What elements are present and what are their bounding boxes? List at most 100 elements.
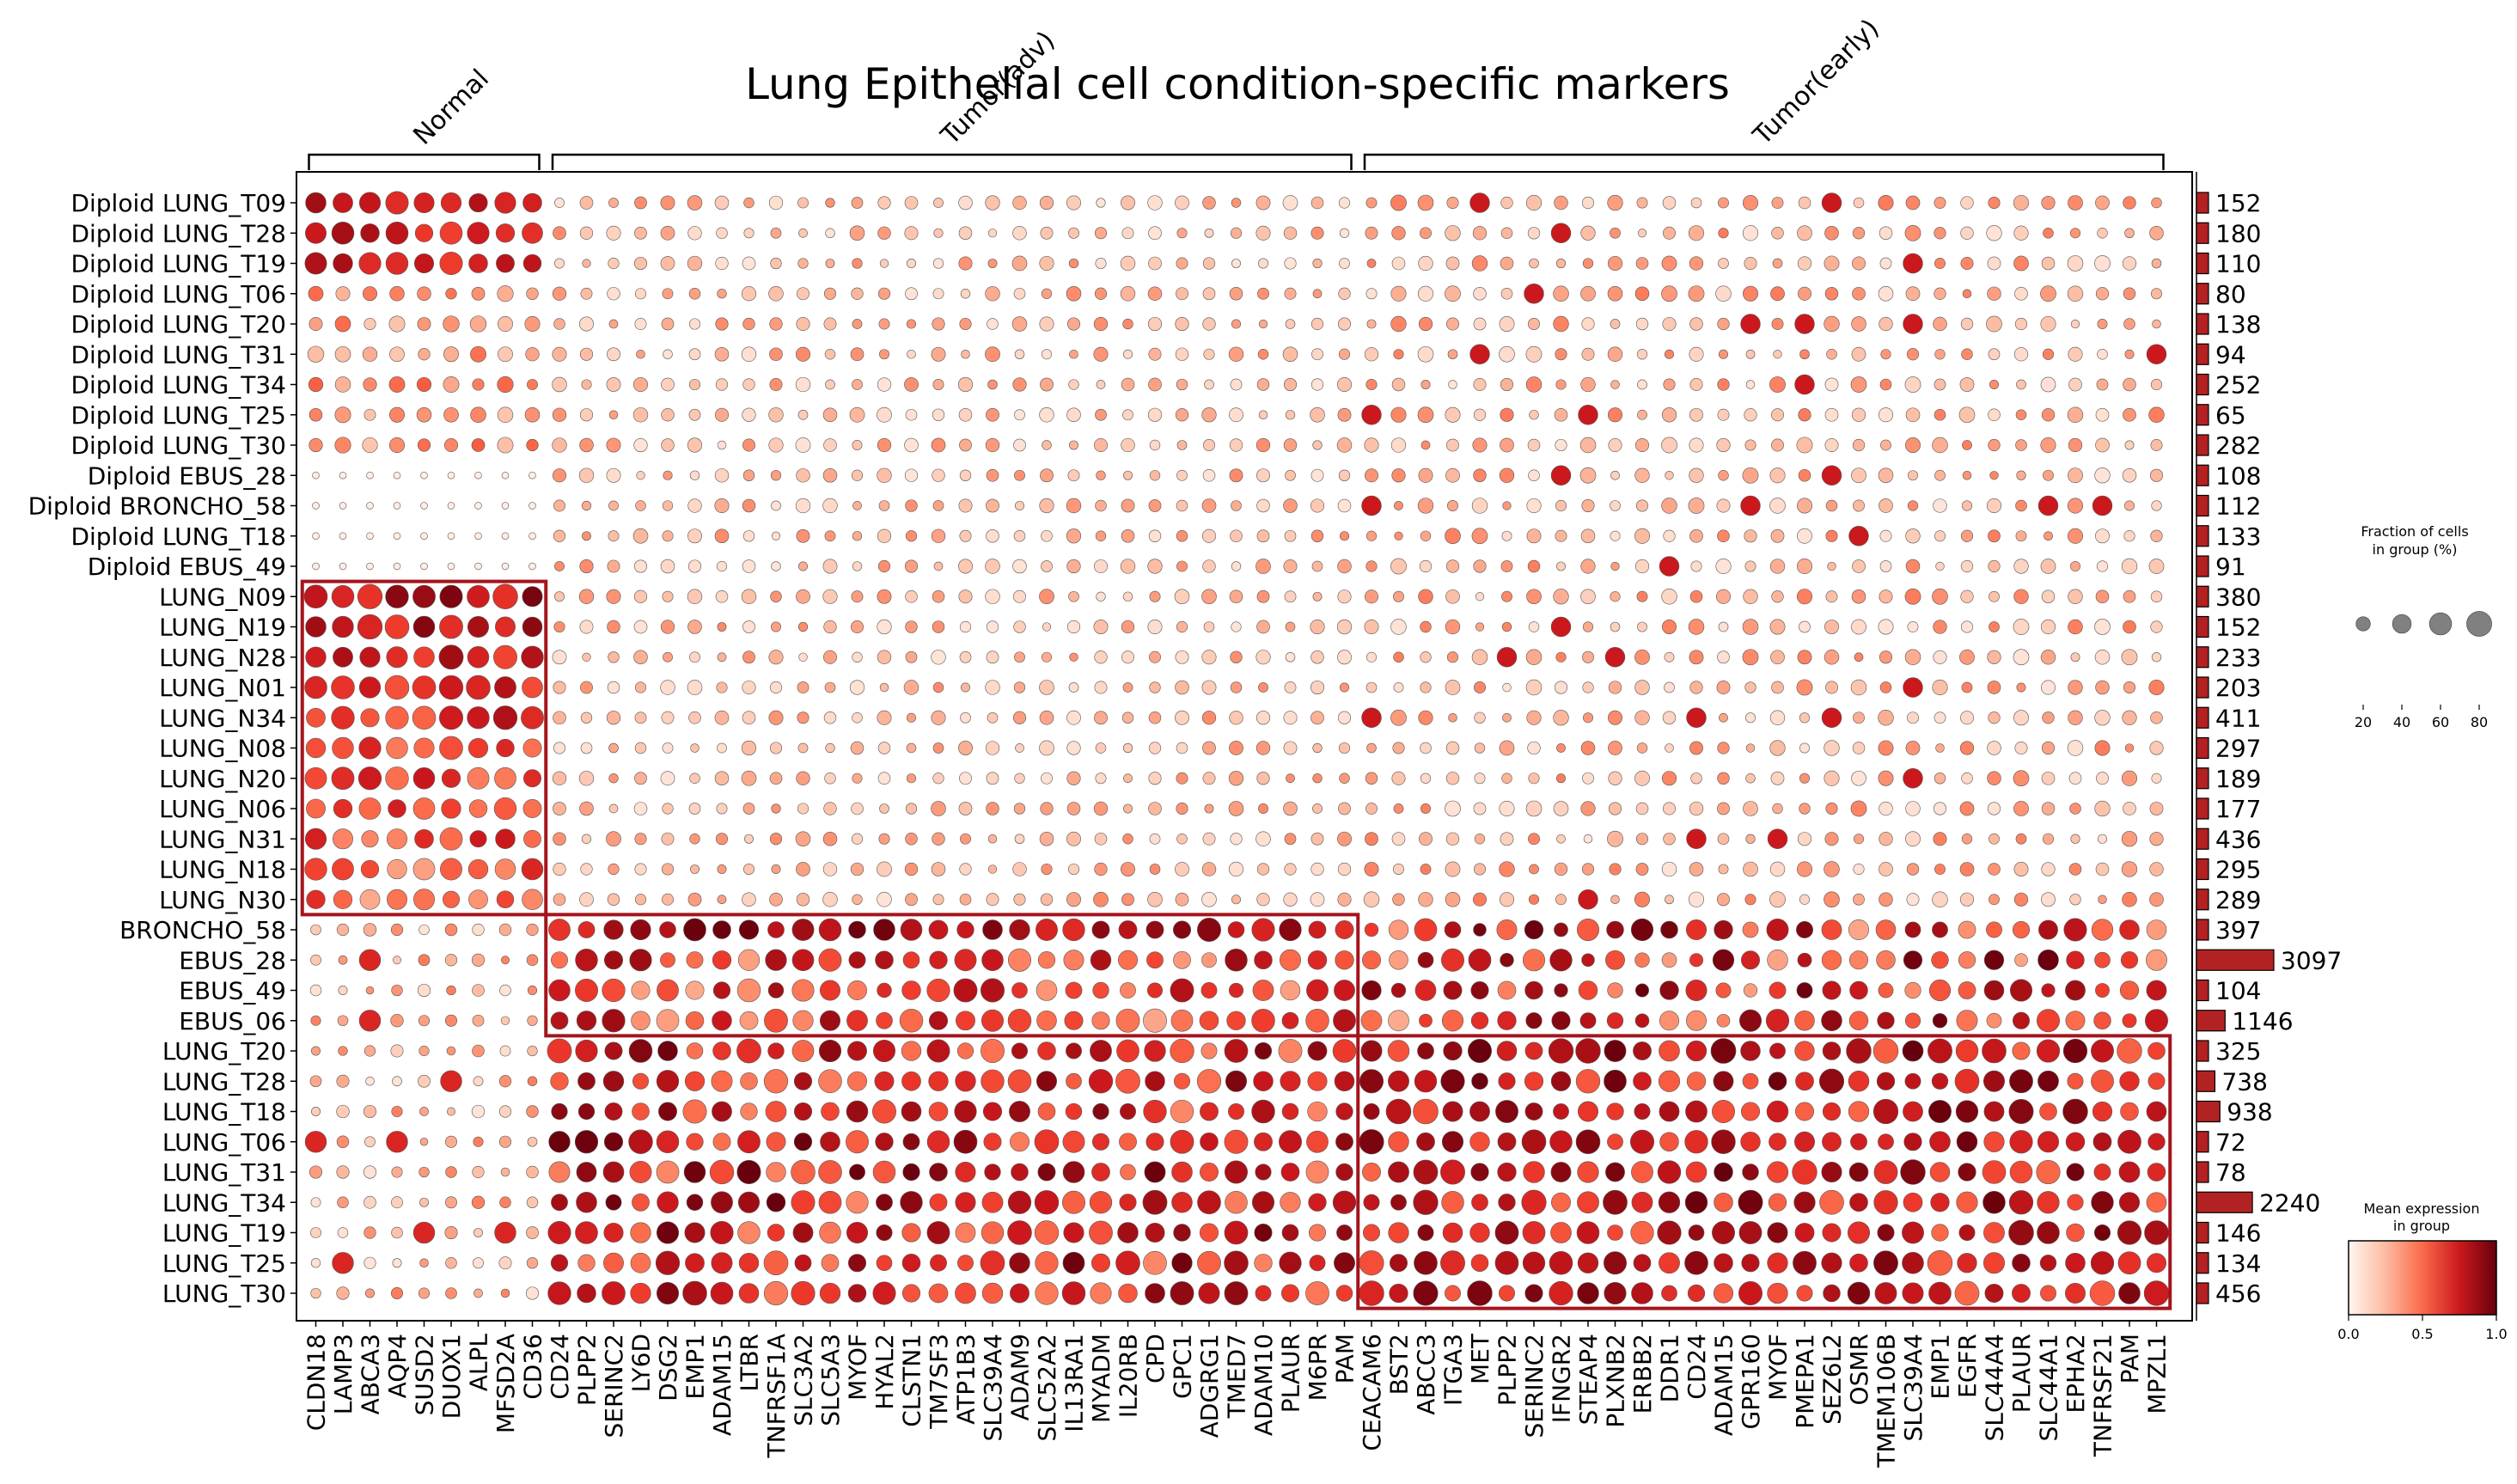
dot bbox=[739, 1011, 759, 1030]
dot bbox=[714, 771, 730, 786]
dot bbox=[1795, 1072, 1814, 1091]
dot bbox=[553, 862, 566, 876]
dot bbox=[1556, 743, 1566, 753]
dot bbox=[2146, 1253, 2167, 1273]
dot bbox=[1445, 225, 1461, 241]
dot bbox=[1388, 1010, 1409, 1032]
gene-label: CPD bbox=[1141, 1334, 1170, 1383]
dot bbox=[769, 892, 783, 907]
dot bbox=[1393, 590, 1404, 602]
dot bbox=[1093, 346, 1109, 362]
dot bbox=[1607, 255, 1623, 272]
dot bbox=[1394, 531, 1403, 540]
dot bbox=[1928, 979, 1952, 1002]
dot bbox=[312, 562, 320, 571]
dot bbox=[1226, 1011, 1246, 1030]
dot bbox=[1011, 255, 1028, 272]
dot bbox=[1525, 345, 1543, 363]
dot bbox=[687, 892, 702, 907]
dot bbox=[1766, 1100, 1789, 1123]
dot bbox=[420, 562, 428, 571]
dot bbox=[1502, 682, 1512, 693]
dot bbox=[630, 1282, 651, 1304]
dot bbox=[1471, 498, 1488, 514]
dot bbox=[553, 742, 566, 754]
dot bbox=[501, 532, 510, 540]
dot bbox=[1278, 1039, 1303, 1063]
dot bbox=[309, 1075, 322, 1088]
dot bbox=[742, 469, 755, 481]
dot bbox=[901, 980, 921, 1000]
dot bbox=[1610, 895, 1620, 905]
dot bbox=[1444, 921, 1462, 938]
count-bar bbox=[2196, 1131, 2209, 1153]
dot bbox=[1094, 711, 1108, 725]
dot bbox=[360, 859, 380, 879]
dot bbox=[2037, 1070, 2059, 1092]
dot bbox=[631, 980, 651, 1000]
dot bbox=[1549, 949, 1573, 972]
dot bbox=[1660, 920, 1678, 939]
dot bbox=[1310, 892, 1325, 907]
dot bbox=[875, 950, 894, 969]
dot bbox=[1794, 1041, 1815, 1061]
dot bbox=[1390, 1194, 1407, 1211]
dot bbox=[1116, 1039, 1139, 1063]
dot bbox=[794, 1254, 812, 1272]
dot bbox=[1659, 1011, 1680, 1031]
group-label: Diploid EBUS_49 bbox=[88, 553, 286, 581]
dot bbox=[929, 1163, 948, 1182]
dot bbox=[961, 682, 970, 693]
dot bbox=[473, 1136, 484, 1147]
dot bbox=[336, 1074, 350, 1088]
dot bbox=[607, 347, 620, 362]
dot bbox=[1580, 376, 1596, 393]
dot bbox=[1799, 712, 1811, 724]
dot bbox=[1034, 1129, 1060, 1155]
dot bbox=[981, 978, 1005, 1003]
dot bbox=[1445, 619, 1461, 635]
dot bbox=[522, 676, 543, 699]
dot bbox=[876, 1224, 893, 1242]
dot bbox=[606, 589, 621, 604]
count-label: 112 bbox=[2215, 492, 2261, 521]
count-label: 134 bbox=[2215, 1249, 2261, 1278]
dot bbox=[1744, 257, 1757, 270]
dot bbox=[1310, 196, 1324, 210]
dot bbox=[1416, 1132, 1435, 1151]
dot bbox=[1637, 229, 1647, 238]
dot bbox=[1499, 345, 1515, 363]
dot bbox=[608, 319, 619, 329]
dot bbox=[1825, 499, 1838, 512]
dot bbox=[1929, 1162, 1951, 1182]
group-label: LUNG_T30 bbox=[162, 1279, 286, 1308]
dot bbox=[1176, 499, 1188, 512]
gene-label: ATP1B3 bbox=[952, 1334, 981, 1425]
gene-label: SLC44A1 bbox=[2035, 1334, 2063, 1442]
dot bbox=[2013, 194, 2030, 211]
dot bbox=[602, 1281, 626, 1305]
dot bbox=[1089, 1220, 1113, 1245]
dot bbox=[824, 530, 836, 542]
dot bbox=[1148, 256, 1162, 271]
dot bbox=[1665, 743, 1674, 753]
group-bracket bbox=[551, 153, 1353, 170]
dot bbox=[1903, 1133, 1922, 1151]
dot bbox=[1039, 710, 1054, 725]
dot bbox=[1147, 559, 1163, 574]
dot bbox=[1904, 981, 1921, 999]
dot bbox=[1713, 1283, 1734, 1304]
dot bbox=[1524, 1102, 1543, 1121]
dot bbox=[1610, 530, 1621, 541]
dot bbox=[902, 1133, 920, 1151]
dot bbox=[823, 802, 837, 815]
dot bbox=[1497, 980, 1517, 1000]
dot bbox=[2095, 589, 2110, 604]
dot bbox=[412, 584, 436, 608]
dot bbox=[1633, 1072, 1652, 1091]
dot bbox=[1312, 591, 1323, 602]
dot bbox=[1686, 1010, 1707, 1031]
dot bbox=[798, 561, 808, 571]
dot bbox=[1741, 1254, 1760, 1273]
dot bbox=[1420, 742, 1432, 754]
